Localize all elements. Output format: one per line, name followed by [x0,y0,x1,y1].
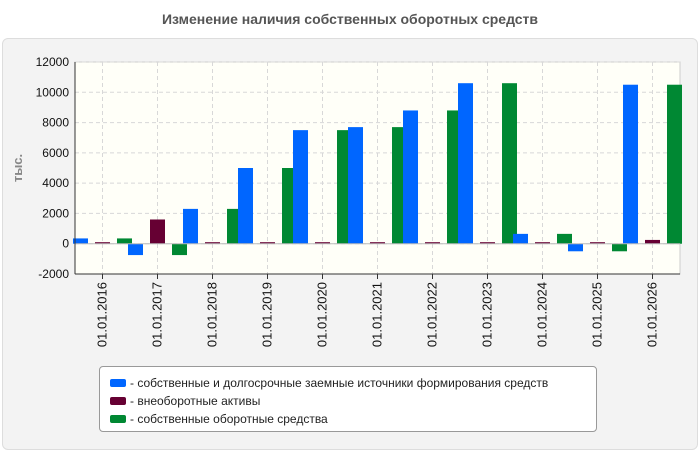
legend-item: - собственные и долгосрочные заемные ист… [110,374,596,392]
bar-3 [667,84,682,244]
x-tick-label: 01.01.2024 [535,282,550,347]
legend-swatch [110,415,126,423]
x-tick-label: 01.01.2017 [150,282,165,347]
y-tick-label: 2000 [42,206,69,220]
x-tick-label: 01.01.2023 [480,282,495,347]
legend-swatch [110,379,126,387]
bar-1 [238,168,253,244]
y-axis-label: тыс. [10,154,25,182]
y-tick-label: -2000 [38,267,69,281]
legend-label: - собственные оборотные средства [130,412,328,426]
y-tick-label: 6000 [42,146,69,160]
bar-1 [458,83,473,244]
bar-3 [612,243,627,252]
bar-1 [183,208,198,244]
bar-1 [73,238,88,244]
x-tick-label: 01.01.2021 [370,282,385,347]
chart-legend: - собственные и долгосрочные заемные ист… [99,366,597,432]
x-tick-label: 01.01.2026 [645,282,660,347]
legend-item: - собственные оборотные средства [110,410,596,428]
legend-item: - внеоборотные активы [110,392,596,410]
bar-2 [260,242,275,244]
bar-3 [502,83,517,244]
bar-1 [293,130,308,244]
bar-2 [590,242,605,244]
y-tick-label: 0 [62,237,69,251]
bar-1 [348,127,363,244]
y-tick-label: 4000 [42,176,69,190]
bar-3 [172,243,187,256]
bar-2 [425,242,440,244]
bar-3 [557,233,572,244]
bar-2 [315,242,330,244]
bar-1 [623,84,638,244]
x-tick-label: 01.01.2019 [260,282,275,347]
legend-label: - внеоборотные активы [130,394,261,408]
chart-title: Изменение наличия собственных оборотных … [161,11,539,27]
legend-label: - собственные и долгосрочные заемные ист… [130,376,549,390]
x-tick-label: 01.01.2025 [590,282,605,347]
bar-2 [95,242,110,244]
x-tick-label: 01.01.2016 [95,282,110,347]
y-tick-label: 8000 [42,116,69,130]
y-tick-label: 10000 [36,85,70,99]
bar-2 [370,242,385,244]
x-tick-label: 01.01.2022 [425,282,440,347]
legend-swatch [110,397,126,405]
bar-1 [403,110,418,244]
bar-3 [117,238,132,244]
x-tick-label: 01.01.2018 [205,282,220,347]
y-tick-label: 12000 [36,55,70,69]
bar-2 [535,242,550,244]
bar-1 [128,243,143,256]
bar-2 [150,219,165,244]
x-tick-label: 01.01.2020 [315,282,330,347]
bar-1 [568,243,583,252]
bar-2 [205,242,220,244]
bar-1 [513,233,528,244]
bar-2 [480,242,495,244]
bar-2 [645,239,660,244]
